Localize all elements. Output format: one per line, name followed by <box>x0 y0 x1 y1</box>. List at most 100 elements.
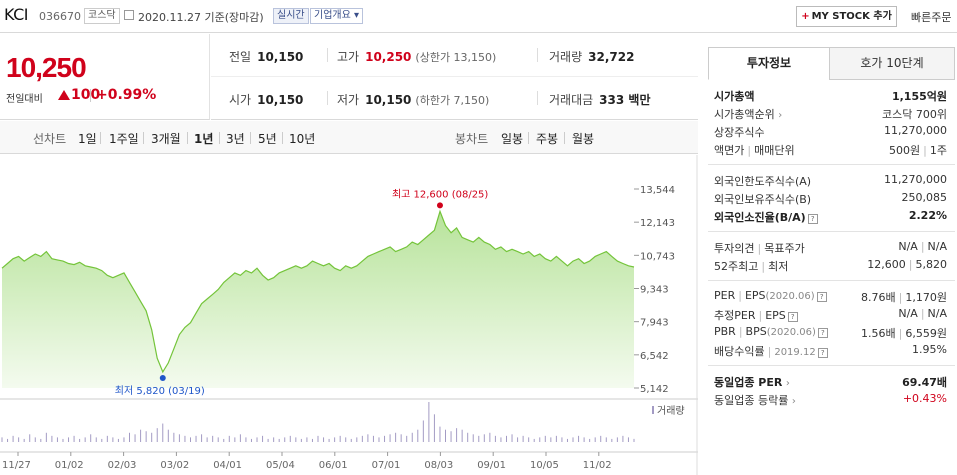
list-item: 투자의견 | 목표주가 N/A | N/A <box>714 240 947 255</box>
list-item: 액면가 | 매매단위 500원 | 1주 <box>714 144 947 157</box>
tab-5y[interactable]: 5년 <box>258 132 277 146</box>
help-icon[interactable]: ? <box>817 328 828 338</box>
amount-label: 거래대금 <box>549 93 594 107</box>
corp-overview-label: 기업개요 <box>314 10 351 21</box>
stock-name: KCI <box>4 5 29 24</box>
divider <box>100 132 101 144</box>
tab-hoga-10[interactable]: 호가 10단계 <box>829 47 955 80</box>
up-triangle-icon <box>58 90 70 100</box>
help-icon[interactable]: ? <box>807 214 818 224</box>
add-mystock-button[interactable]: + MY STOCK 추가 <box>796 6 897 27</box>
mcap-value: 1,155억원 <box>891 90 947 103</box>
bps-value: 6,559원 <box>905 327 947 340</box>
prev-close: 전일 10,150 <box>229 48 303 65</box>
list-item: 상장주식수 11,270,000 <box>714 122 949 140</box>
per-label: PER <box>714 289 736 302</box>
panel-tabs: 투자정보 호가 10단계 <box>708 47 955 80</box>
x-tick-label: 01/02 <box>55 460 84 471</box>
unit-value: 1주 <box>929 144 947 157</box>
lower-limit: (하한가 7,150) <box>415 94 490 107</box>
help-icon[interactable]: ? <box>816 292 827 302</box>
tab-3y[interactable]: 3년 <box>226 132 245 146</box>
foreign-rate-label: 외국인소진율(B/A) <box>714 211 806 224</box>
divider <box>327 48 328 62</box>
compare-label: 전일대비 <box>6 94 43 105</box>
est-per-label: 추정PER <box>714 309 756 322</box>
tab-invest-info[interactable]: 투자정보 <box>708 47 830 80</box>
tab-weekly[interactable]: 주봉 <box>536 132 559 146</box>
high-value: 10,250 <box>365 50 412 64</box>
foreign-rate-value: 2.22% <box>908 209 947 222</box>
x-tick-label: 10/05 <box>530 460 559 471</box>
open-value: 10,150 <box>257 93 304 107</box>
x-tick-label: 04/01 <box>213 460 242 471</box>
y-tick-label: 10,743 <box>640 251 675 262</box>
y-tick-label: 12,143 <box>640 218 675 229</box>
div-label: 배당수익률 <box>714 345 765 358</box>
realtime-button[interactable]: 실시간 <box>273 8 309 24</box>
stock-header: KCI 036670 코스닥 2020.11.27 기준(장마감) 실시간 기업… <box>0 0 957 33</box>
invest-info-list: 시가총액 1,155억원 시가총액순위 › 코스닥 700위 상장주식수 11,270… <box>708 80 955 414</box>
divider <box>250 132 251 144</box>
div-value: 1.95% <box>912 343 947 356</box>
div-date: 2019.12 <box>774 347 816 358</box>
shares-value: 11,270,000 <box>884 124 947 137</box>
price-change-percent: +0.99% <box>96 87 157 103</box>
invest-info-panel: 투자정보 호가 10단계 시가총액 1,155억원 시가총액순위 › 코스닥 700… <box>708 47 955 472</box>
x-tick-label: 02/03 <box>108 460 137 471</box>
w52-high-value: 12,600 <box>867 258 906 271</box>
tab-10y[interactable]: 10년 <box>289 132 316 146</box>
pbr-label: PBR <box>714 325 736 338</box>
corp-overview-dropdown[interactable]: 기업개요 ▾ <box>310 8 364 24</box>
tab-1d[interactable]: 1일 <box>78 132 97 146</box>
ind-rate-label: 동일업종 등락률 <box>714 394 789 407</box>
target-value: N/A <box>927 240 947 253</box>
high-annotation: 최고 12,600 (08/25) <box>392 188 488 200</box>
eps-label: EPS <box>744 289 766 302</box>
base-date: 2020.11.27 기준(장마감) <box>138 11 264 24</box>
w52-high-label: 52주최고 <box>714 260 759 273</box>
tab-3m[interactable]: 3개월 <box>151 132 181 146</box>
stats-row: 시가 10,150 저가 10,150 (하한가 7,150) 거래대금 333 백만 <box>211 77 698 120</box>
shares-label: 상장주식수 <box>714 126 765 139</box>
quick-order-button[interactable]: 빠른주문 <box>911 11 952 24</box>
list-item: PBR | BPS(2020.06)? 1.56배 | 6,559원 <box>714 325 947 340</box>
divider <box>187 132 188 144</box>
chart-period-tabs: 선차트 1일 1주일 3개월 1년 3년 5년 10년 봉차트 일봉 주봉 월봉 <box>0 121 698 154</box>
list-item: 시가총액순위 › 코스닥 700위 <box>714 104 949 122</box>
low-annotation: 최저 5,820 (03/19) <box>115 385 205 397</box>
price-stats: 전일 10,150 고가 10,250 (상한가 13,150) 거래량 32,722 … <box>211 34 698 120</box>
stats-row: 전일 10,150 고가 10,250 (상한가 13,150) 거래량 32,722 <box>211 34 698 77</box>
mcap-label: 시가총액 <box>714 90 755 103</box>
y-tick-label: 5,142 <box>640 384 669 395</box>
x-tick-label: 07/01 <box>372 460 401 471</box>
help-icon[interactable]: ? <box>817 348 828 358</box>
tab-monthly[interactable]: 월봉 <box>572 132 595 146</box>
calendar-icon <box>124 10 134 20</box>
chevron-right-icon[interactable]: › <box>785 378 790 389</box>
volume-value: 32,722 <box>588 50 635 64</box>
target-label: 목표주가 <box>764 242 805 255</box>
chevron-right-icon[interactable]: › <box>778 110 783 121</box>
list-item: 시가총액 1,155억원 <box>714 86 949 104</box>
tab-daily[interactable]: 일봉 <box>501 132 524 146</box>
plus-icon: + <box>801 11 810 22</box>
pbr-value: 1.56배 <box>861 327 896 340</box>
help-icon[interactable]: ? <box>787 312 798 322</box>
list-item: 52주최고 | 최저 12,600 | 5,820 <box>714 258 947 273</box>
tab-1w[interactable]: 1주일 <box>109 132 139 146</box>
divider <box>537 48 538 62</box>
price-chart-svg: 13,544 12,143 10,743 9,343 7,943 6,542 5,142 최고… <box>0 155 698 475</box>
price-chart[interactable]: 13,544 12,143 10,743 9,343 7,943 6,542 5,142 최고… <box>0 155 698 475</box>
price-change-value: 100 <box>71 87 101 103</box>
y-tick-label: 9,343 <box>640 285 669 296</box>
mcap-rank-label: 시가총액순위 <box>714 108 775 121</box>
current-price: 10,250 <box>6 52 87 83</box>
eps-value: 1,170원 <box>905 291 947 304</box>
info-group-foreign: 외국인한도주식수(A) 11,270,000 외국인보유주식수(B) 250,085… <box>708 165 955 232</box>
high-marker <box>436 202 443 209</box>
chevron-right-icon[interactable]: › <box>791 396 796 407</box>
tab-1y[interactable]: 1년 <box>194 132 214 146</box>
candle-chart-label: 봉차트 <box>455 132 489 146</box>
bps-label: BPS <box>745 325 767 338</box>
